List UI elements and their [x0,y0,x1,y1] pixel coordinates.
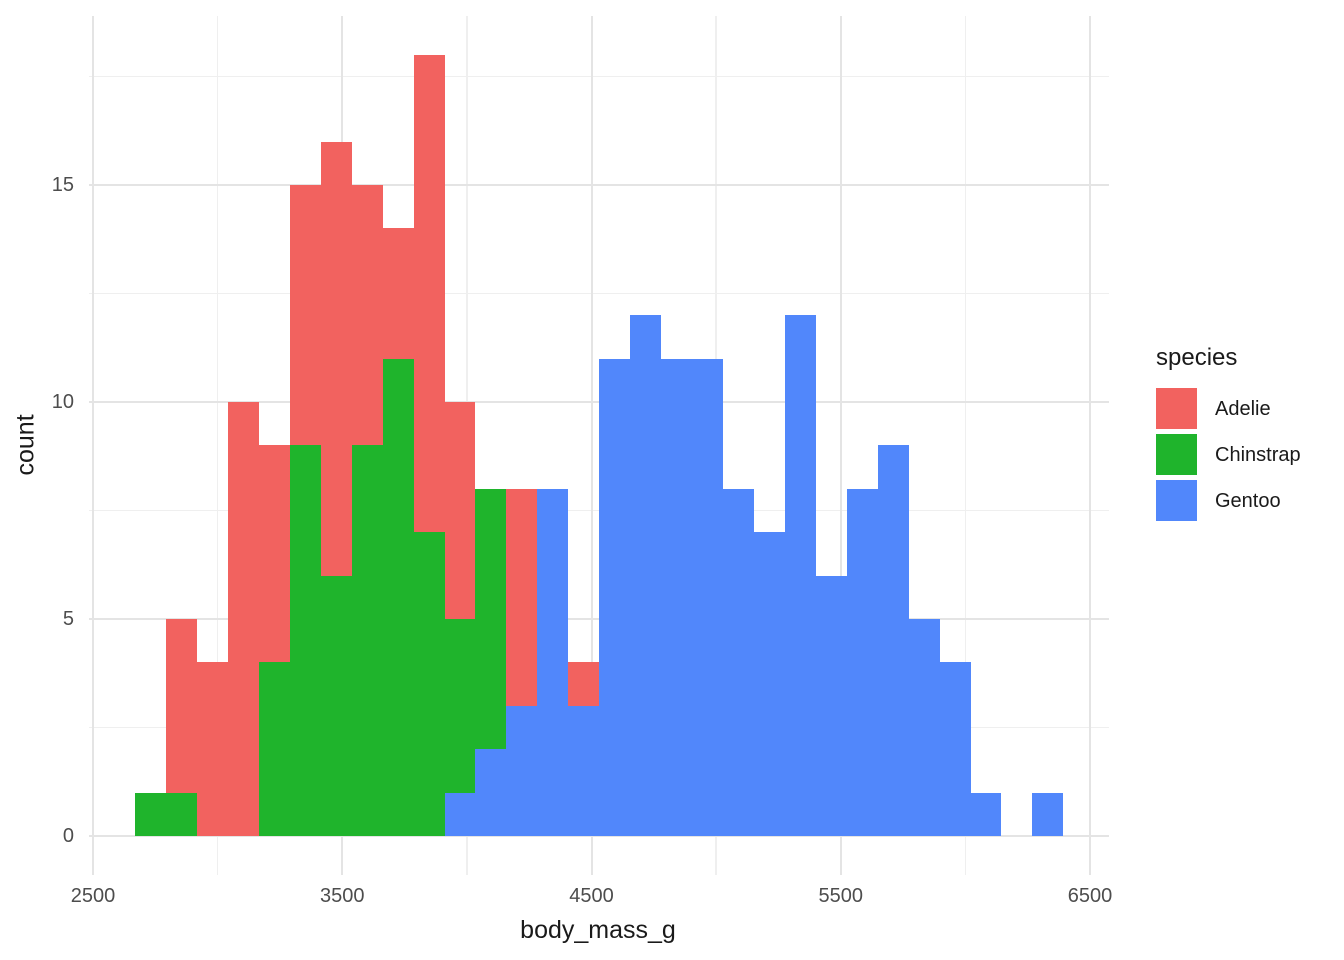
y-tick-label: 5 [62,608,74,630]
histogram-bar-gentoo [846,488,878,836]
histogram-bar-gentoo [815,575,847,836]
histogram-bar-gentoo [568,705,600,836]
y-tick-label: 15 [51,174,74,196]
y-axis-title: count [11,414,40,476]
histogram-bar-gentoo [537,488,569,836]
gridline-x-minor [216,15,219,875]
histogram-bar-gentoo [877,445,909,836]
x-tick-label: 3500 [320,885,365,907]
histogram-bar-gentoo [939,662,971,836]
histogram-bar-chinstrap [351,445,383,836]
gridline-x-major [1089,15,1091,875]
gridline-x-minor [964,15,967,875]
legend-swatch [1156,388,1197,429]
histogram-bar-chinstrap [289,445,321,836]
y-tick-label: 10 [51,391,74,413]
gridline-y-major [88,184,1109,186]
histogram-bar-gentoo [692,358,723,836]
histogram-bar-gentoo [723,488,754,836]
histogram-bar-chinstrap [320,575,352,836]
x-tick-label: 5500 [818,885,864,907]
legend-items: Adelie Chinstrap Gentoo [1156,388,1301,521]
legend: species Adelie Chinstrap Gentoo [1156,344,1301,526]
histogram-bar-gentoo [908,619,940,836]
histogram-bar-gentoo [599,358,631,836]
gridline-x-major [590,15,593,875]
y-tick-label: 0 [62,825,74,847]
legend-item-label: Chinstrap [1215,443,1301,466]
gridline-y-major [88,618,1109,620]
gridline-y-minor [88,509,1109,512]
histogram-bar-gentoo [970,792,1002,836]
histogram-bar-gentoo [784,315,816,836]
histogram-bar-adelie [197,662,228,836]
legend-swatch [1156,480,1197,521]
histogram-bar-gentoo [753,532,785,836]
legend-item: Gentoo [1156,480,1281,521]
gridline-y-major [88,835,1109,837]
histogram-bar-gentoo [661,358,693,836]
histogram-bar-gentoo [630,315,662,836]
histogram-bar-gentoo [444,792,476,836]
histogram-bar-gentoo [475,749,507,836]
histogram-bar-gentoo [1032,792,1064,836]
gridline-y-major [88,401,1109,403]
legend-item-label: Gentoo [1215,489,1281,512]
histogram-bar-chinstrap [413,532,445,836]
legend-title: species [1156,344,1238,371]
legend-item: Chinstrap [1156,434,1301,475]
gridline-x-major [92,15,94,875]
gridline-x-major [839,15,842,875]
histogram-bar-chinstrap [135,792,167,836]
gridline-y-minor [88,292,1109,295]
legend-swatch [1156,434,1197,475]
histogram-bar-chinstrap [166,792,197,836]
x-tick-label: 6500 [1067,885,1113,907]
histogram-bar-chinstrap [258,662,290,836]
legend-item-label: Adelie [1215,397,1271,420]
legend-item: Adelie [1156,388,1271,429]
gridline-y-minor [88,75,1109,78]
histogram-bar-chinstrap [382,358,414,836]
x-axis-title: body_mass_g [520,916,676,944]
histogram-bar-adelie [227,402,259,836]
x-tick-label: 2500 [70,885,116,907]
histogram-bar-gentoo [506,705,538,836]
x-tick-label: 4500 [569,885,614,907]
